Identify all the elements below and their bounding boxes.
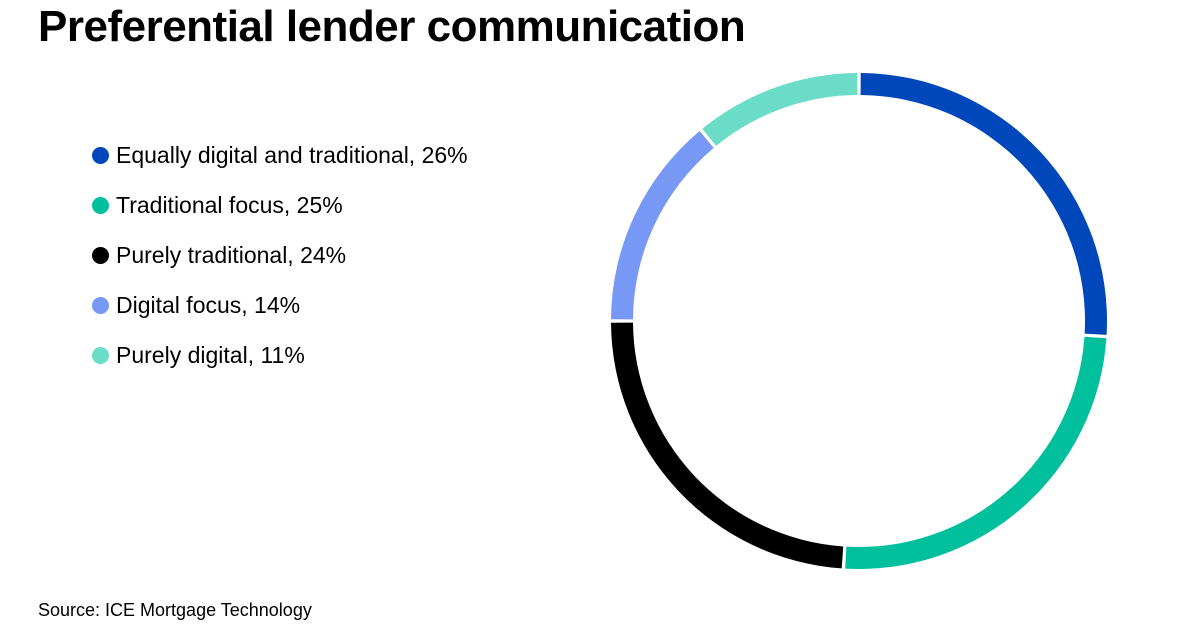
donut-chart xyxy=(611,73,1107,569)
legend-item: Digital focus, 14% xyxy=(92,289,468,321)
legend-label: Equally digital and traditional, 26% xyxy=(116,141,468,168)
legend-label: Digital focus, 14% xyxy=(116,291,301,318)
legend-label: Purely digital, 11% xyxy=(116,341,305,368)
chart-title: Preferential lender communication xyxy=(38,2,746,51)
legend-label: Traditional focus, 25% xyxy=(116,191,343,218)
donut-slice-purely-traditional xyxy=(611,322,844,569)
donut-slice-purely-digital xyxy=(702,73,858,146)
donut-slice-traditional-focus xyxy=(845,336,1107,569)
legend-swatch xyxy=(92,146,109,164)
legend-swatch xyxy=(92,246,109,264)
legend-swatch xyxy=(92,196,109,214)
legend-item: Purely traditional, 24% xyxy=(92,239,468,271)
donut-slice-digital-focus xyxy=(611,131,714,320)
legend-item: Traditional focus, 25% xyxy=(92,189,468,221)
source-note: Source: ICE Mortgage Technology xyxy=(38,600,312,620)
donut-slice-equally-digital-and-traditional xyxy=(860,73,1107,335)
legend-label: Purely traditional, 24% xyxy=(116,241,347,268)
legend-swatch xyxy=(92,346,109,364)
legend-item: Equally digital and traditional, 26% xyxy=(92,139,468,171)
chart-legend: Equally digital and traditional, 26% Tra… xyxy=(92,139,468,389)
legend-swatch xyxy=(92,296,109,314)
legend-item: Purely digital, 11% xyxy=(92,339,468,371)
